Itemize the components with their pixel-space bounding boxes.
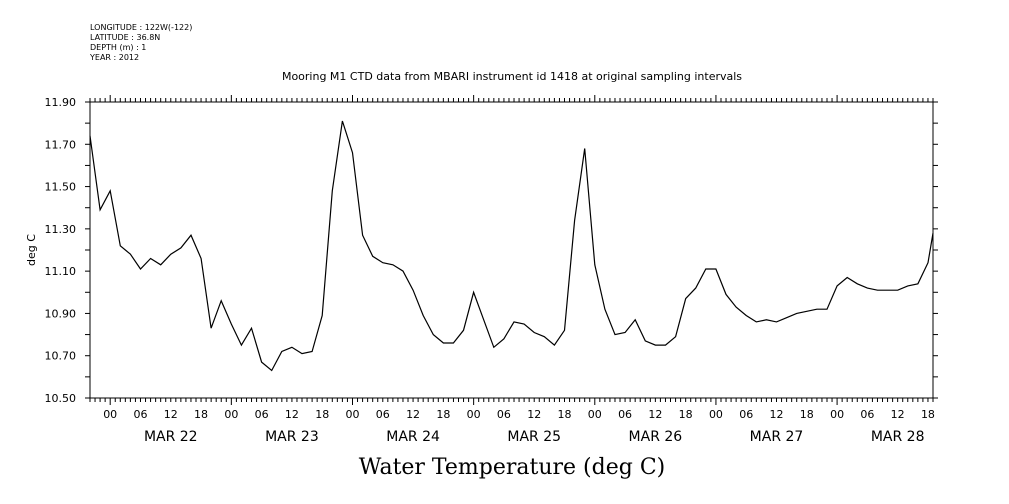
x-axis-title: Water Temperature (deg C) — [359, 455, 666, 480]
hour-tick-label: 00 — [830, 408, 844, 421]
day-label: MAR 28 — [871, 429, 925, 445]
hour-tick-label: 12 — [285, 408, 299, 421]
day-label: MAR 25 — [507, 429, 561, 445]
hour-tick-label: 06 — [255, 408, 269, 421]
hour-tick-label: 18 — [800, 408, 814, 421]
hour-tick-label: 18 — [558, 408, 572, 421]
hour-tick-label: 12 — [891, 408, 905, 421]
hour-tick-label: 18 — [679, 408, 693, 421]
y-tick-label: 11.90 — [45, 96, 77, 109]
hour-tick-label: 06 — [133, 408, 147, 421]
hour-tick-label: 18 — [436, 408, 450, 421]
y-tick-label: 11.70 — [45, 138, 77, 151]
y-tick-label: 10.50 — [45, 392, 77, 405]
hour-tick-label: 00 — [709, 408, 723, 421]
hour-tick-label: 00 — [345, 408, 359, 421]
year-label: YEAR : 2012 — [89, 53, 139, 62]
hour-tick-label: 06 — [497, 408, 511, 421]
depth-label: DEPTH (m) : 1 — [90, 43, 146, 52]
hour-tick-label: 06 — [739, 408, 753, 421]
y-tick-label: 10.90 — [45, 307, 77, 320]
day-label: MAR 27 — [750, 429, 804, 445]
hour-tick-label: 06 — [376, 408, 390, 421]
hour-tick-label: 12 — [164, 408, 178, 421]
longitude-label: LONGITUDE : 122W(-122) — [90, 23, 192, 32]
plot-frame — [89, 101, 934, 399]
temperature-series-line — [89, 120, 934, 372]
hour-tick-label: 00 — [224, 408, 238, 421]
hour-tick-label: 06 — [618, 408, 632, 421]
y-tick-label: 11.30 — [45, 223, 77, 236]
hour-tick-label: 12 — [648, 408, 662, 421]
y-tick-label: 11.50 — [45, 181, 77, 194]
hour-tick-label: 18 — [921, 408, 935, 421]
hour-tick-label: 00 — [588, 408, 602, 421]
hour-tick-label: 18 — [194, 408, 208, 421]
hour-tick-label: 00 — [103, 408, 117, 421]
hour-tick-label: 18 — [315, 408, 329, 421]
hour-tick-label: 12 — [406, 408, 420, 421]
y-tick-label: 11.10 — [45, 265, 77, 278]
hour-tick-label: 12 — [527, 408, 541, 421]
day-label: MAR 23 — [265, 429, 319, 445]
hour-tick-label: 00 — [467, 408, 481, 421]
y-tick-label: 10.70 — [45, 350, 77, 363]
day-label: MAR 22 — [144, 429, 198, 445]
day-label: MAR 24 — [386, 429, 440, 445]
hour-tick-label: 06 — [860, 408, 874, 421]
hour-tick-label: 12 — [770, 408, 784, 421]
y-axis-label: deg C — [25, 234, 38, 266]
latitude-label: LATITUDE : 36.8N — [90, 33, 160, 42]
day-label: MAR 26 — [629, 429, 683, 445]
chart-title: Mooring M1 CTD data from MBARI instrumen… — [282, 70, 742, 83]
